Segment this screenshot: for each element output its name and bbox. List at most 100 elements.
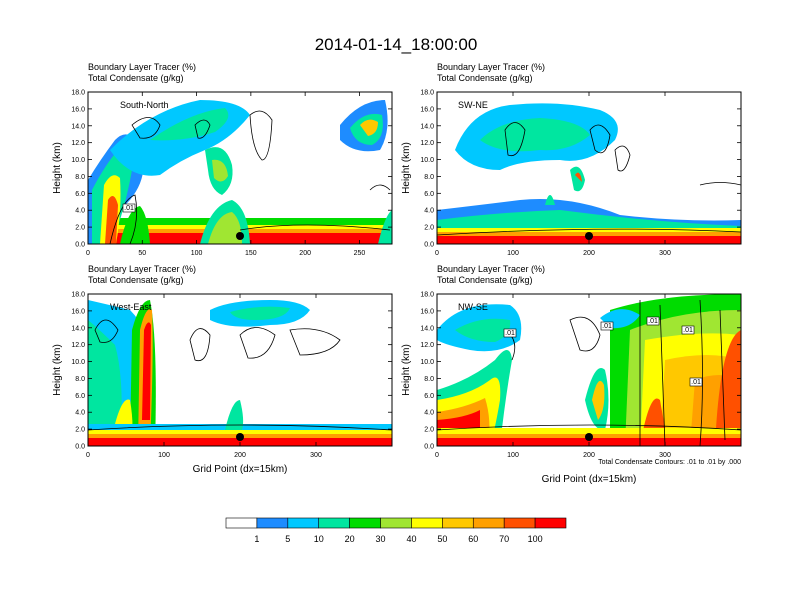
y-tick-label: 18.0 (420, 90, 434, 97)
colorbar-level-label: 20 (345, 534, 355, 544)
y-tick-label: 4.0 (424, 410, 434, 417)
panel-3-y-ticks: 0.0 2.0 4.0 6.0 8.0 10.0 12.0 14.0 16.0 18.0 (420, 292, 741, 451)
colorbar-level-label: 30 (376, 534, 386, 544)
panel-3-xlabel: Grid Point (dx=15km) (542, 474, 637, 485)
colorbar-level-label: 60 (468, 534, 478, 544)
panel-3-contour-label-1: .01 (505, 330, 515, 337)
x-tick-label: 150 (245, 250, 257, 257)
colorbar-swatch (256, 517, 289, 529)
y-tick-label: 18.0 (420, 292, 434, 299)
colorbar-swatch (349, 517, 381, 529)
y-tick-label: 0.0 (424, 242, 434, 249)
figure-title: 2014-01-14_18:00:00 (315, 35, 478, 54)
contour-note: Total Condensate Contours: .01 to .01 by… (598, 459, 741, 466)
x-tick-label: 0 (435, 452, 439, 459)
y-tick-label: 8.0 (424, 376, 434, 383)
panel-2-location-marker (236, 433, 244, 441)
x-tick-label: 200 (583, 452, 595, 459)
panel-3-contour-label-5: .01 (691, 379, 701, 386)
panel-3-tracer-label: Boundary Layer Tracer (%) (437, 264, 545, 274)
panel-2-y-ticks: 0.0 2.0 4.0 6.0 8.0 10.0 12.0 14.0 16.0 18.0 (71, 292, 392, 451)
x-tick-label: 300 (659, 452, 671, 459)
y-tick-label: 16.0 (71, 308, 85, 315)
x-tick-label: 100 (507, 250, 519, 257)
y-tick-label: 10.0 (420, 359, 434, 366)
panel-0-section-name: South-North (120, 100, 169, 110)
x-tick-label: 200 (234, 452, 246, 459)
colorbar-swatch (534, 517, 567, 529)
panel-3-field (437, 294, 741, 446)
y-tick-label: 2.0 (424, 427, 434, 434)
y-tick-label: 12.0 (71, 342, 85, 349)
y-tick-label: 18.0 (71, 292, 85, 299)
panel-sw-ne: Boundary Layer Tracer (%) Total Condensa… (401, 62, 742, 257)
y-tick-label: 14.0 (420, 123, 434, 130)
panel-1-y-ticks: 0.0 2.0 4.0 6.0 8.0 10.0 12.0 14.0 16.0 18.0 (420, 90, 741, 249)
panel-3-contour-label-4: .01 (683, 327, 693, 334)
panel-1-condensate-label: Total Condensate (g/kg) (437, 73, 533, 83)
panel-3-contour-label-2: .01 (602, 323, 612, 330)
y-tick-label: 2.0 (75, 225, 85, 232)
x-tick-label: 200 (299, 250, 311, 257)
y-tick-label: 2.0 (75, 427, 85, 434)
colorbar-swatch (442, 517, 474, 529)
x-tick-label: 50 (138, 250, 146, 257)
x-tick-label: 100 (191, 250, 203, 257)
y-tick-label: 4.0 (75, 208, 85, 215)
x-tick-label: 300 (659, 250, 671, 257)
panel-3-contour-label-3: .01 (648, 318, 658, 325)
y-tick-label: 2.0 (424, 225, 434, 232)
x-tick-label: 0 (86, 250, 90, 257)
y-tick-label: 4.0 (75, 410, 85, 417)
y-tick-label: 0.0 (75, 242, 85, 249)
colorbar-level-label: 100 (528, 534, 543, 544)
y-tick-label: 10.0 (71, 359, 85, 366)
panel-0-tracer-label: Boundary Layer Tracer (%) (88, 62, 196, 72)
panel-2-ylabel: Height (km) (52, 344, 63, 396)
colorbar-level-label: 40 (406, 534, 416, 544)
y-tick-label: 18.0 (71, 90, 85, 97)
colorbar-level-label: 5 (285, 534, 290, 544)
panel-2-xlabel: Grid Point (dx=15km) (193, 464, 288, 475)
y-tick-label: 0.0 (75, 444, 85, 451)
panel-west-east: Boundary Layer Tracer (%) Total Condensa… (52, 264, 393, 475)
colorbar: 1 5 10 20 30 40 50 60 70 100 (225, 517, 567, 544)
colorbar-level-label: 1 (254, 534, 259, 544)
panel-0-x-ticks: 0 50 100 150 200 250 (86, 92, 365, 257)
y-tick-label: 10.0 (420, 157, 434, 164)
y-tick-label: 6.0 (75, 191, 85, 198)
panel-3-condensate-label: Total Condensate (g/kg) (437, 275, 533, 285)
panel-2-x-ticks: 0 100 200 300 (86, 294, 322, 459)
y-tick-label: 12.0 (420, 342, 434, 349)
colorbar-swatch (503, 517, 536, 529)
y-tick-label: 12.0 (420, 140, 434, 147)
y-tick-label: 8.0 (75, 376, 85, 383)
y-tick-label: 14.0 (420, 325, 434, 332)
y-tick-label: 10.0 (71, 157, 85, 164)
y-tick-label: 12.0 (71, 140, 85, 147)
y-tick-label: 16.0 (420, 106, 434, 113)
colorbar-swatch (380, 517, 412, 529)
panel-1-section-name: SW-NE (458, 100, 488, 110)
y-tick-label: 6.0 (424, 393, 434, 400)
panel-1-location-marker (585, 232, 593, 240)
colorbar-swatch (287, 517, 320, 529)
colorbar-swatch (411, 517, 443, 529)
y-tick-label: 6.0 (75, 393, 85, 400)
panel-2-condensate-label: Total Condensate (g/kg) (88, 275, 184, 285)
panel-3-location-marker (585, 433, 593, 441)
panel-1-x-ticks: 0 100 200 300 (435, 92, 671, 257)
y-tick-label: 14.0 (71, 325, 85, 332)
x-tick-label: 100 (507, 452, 519, 459)
panel-south-north: Boundary Layer Tracer (%) Total Condensa… (52, 62, 393, 257)
x-tick-label: 250 (354, 250, 366, 257)
panel-0-condensate-label: Total Condensate (g/kg) (88, 73, 184, 83)
y-tick-label: 0.0 (424, 444, 434, 451)
panel-3-section-name: NW-SE (458, 302, 488, 312)
panel-2-section-name: West-East (110, 302, 152, 312)
x-tick-label: 200 (583, 250, 595, 257)
panel-0-location-marker (236, 232, 244, 240)
colorbar-swatch (225, 517, 258, 529)
panel-nw-se: Boundary Layer Tracer (%) Total Condensa… (401, 264, 742, 485)
